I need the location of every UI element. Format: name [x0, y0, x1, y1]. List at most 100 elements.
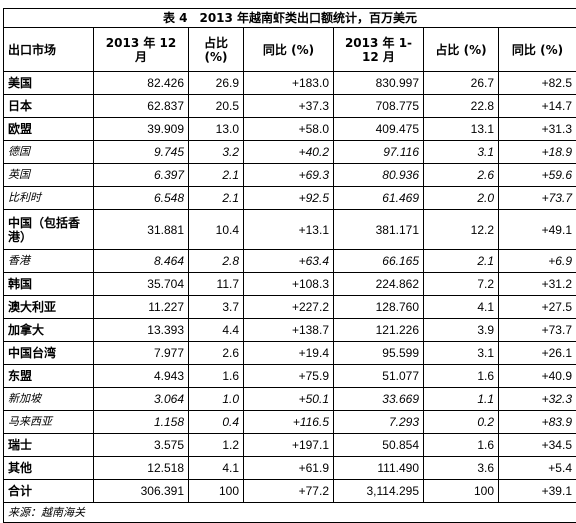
value-cell: 3.9	[424, 319, 499, 342]
market-cell: 英国	[4, 164, 94, 187]
value-cell: 0.2	[424, 411, 499, 434]
value-cell: 3.064	[94, 388, 189, 411]
value-cell: +63.4	[244, 250, 334, 273]
value-cell: +69.3	[244, 164, 334, 187]
value-cell: 4.943	[94, 365, 189, 388]
value-cell: 26.7	[424, 72, 499, 95]
value-cell: 100	[189, 480, 244, 503]
value-cell: 20.5	[189, 95, 244, 118]
value-cell: 2.6	[189, 342, 244, 365]
value-cell: 708.775	[334, 95, 424, 118]
header-cell: 2013 年 12 月	[94, 28, 189, 72]
value-cell: +83.9	[499, 411, 576, 434]
value-cell: 7.2	[424, 273, 499, 296]
market-cell: 其他	[4, 457, 94, 480]
value-cell: +82.5	[499, 72, 576, 95]
value-cell: +31.2	[499, 273, 576, 296]
value-cell: 26.9	[189, 72, 244, 95]
value-cell: 1.6	[424, 365, 499, 388]
value-cell: 2.0	[424, 187, 499, 210]
value-cell: 2.8	[189, 250, 244, 273]
value-cell: 4.4	[189, 319, 244, 342]
value-cell: +75.9	[244, 365, 334, 388]
value-cell: +19.4	[244, 342, 334, 365]
value-cell: 224.862	[334, 273, 424, 296]
market-cell: 中国台湾	[4, 342, 94, 365]
header-cell: 同比 (%)	[499, 28, 576, 72]
value-cell: 1.158	[94, 411, 189, 434]
value-cell: +59.6	[499, 164, 576, 187]
value-cell: 7.977	[94, 342, 189, 365]
header-cell: 出口市场	[4, 28, 94, 72]
value-cell: 1.1	[424, 388, 499, 411]
value-cell: +18.9	[499, 141, 576, 164]
value-cell: 4.1	[424, 296, 499, 319]
value-cell: 66.165	[334, 250, 424, 273]
value-cell: +61.9	[244, 457, 334, 480]
value-cell: 62.837	[94, 95, 189, 118]
header-cell: 占比 (%)	[424, 28, 499, 72]
value-cell: 80.936	[334, 164, 424, 187]
value-cell: +26.1	[499, 342, 576, 365]
value-cell: +50.1	[244, 388, 334, 411]
value-cell: +40.9	[499, 365, 576, 388]
value-cell: +6.9	[499, 250, 576, 273]
value-cell: 6.548	[94, 187, 189, 210]
value-cell: +39.1	[499, 480, 576, 503]
value-cell: 3.1	[424, 141, 499, 164]
header-cell: 2013 年 1-12 月	[334, 28, 424, 72]
market-cell: 比利时	[4, 187, 94, 210]
market-cell: 瑞士	[4, 434, 94, 457]
value-cell: +183.0	[244, 72, 334, 95]
value-cell: 12.2	[424, 210, 499, 250]
value-cell: 100	[424, 480, 499, 503]
value-cell: 13.393	[94, 319, 189, 342]
value-cell: 7.293	[334, 411, 424, 434]
table-title: 表 4 2013 年越南虾类出口额统计，百万美元	[3, 8, 576, 27]
value-cell: +77.2	[244, 480, 334, 503]
value-cell: 306.391	[94, 480, 189, 503]
value-cell: +73.7	[499, 187, 576, 210]
value-cell: 3.6	[424, 457, 499, 480]
value-cell: 2.1	[424, 250, 499, 273]
value-cell: 51.077	[334, 365, 424, 388]
value-cell: 111.490	[334, 457, 424, 480]
value-cell: 82.426	[94, 72, 189, 95]
value-cell: +14.7	[499, 95, 576, 118]
header-cell: 同比 (%)	[244, 28, 334, 72]
market-cell: 中国（包括香港）	[4, 210, 94, 250]
value-cell: 13.0	[189, 118, 244, 141]
value-cell: 11.7	[189, 273, 244, 296]
value-cell: +27.5	[499, 296, 576, 319]
value-cell: +227.2	[244, 296, 334, 319]
value-cell: +138.7	[244, 319, 334, 342]
value-cell: +108.3	[244, 273, 334, 296]
value-cell: 3.575	[94, 434, 189, 457]
value-cell: 1.2	[189, 434, 244, 457]
value-cell: 1.6	[189, 365, 244, 388]
value-cell: +197.1	[244, 434, 334, 457]
value-cell: 121.226	[334, 319, 424, 342]
value-cell: 50.854	[334, 434, 424, 457]
market-cell: 香港	[4, 250, 94, 273]
value-cell: +92.5	[244, 187, 334, 210]
value-cell: +40.2	[244, 141, 334, 164]
value-cell: 61.469	[334, 187, 424, 210]
market-cell: 马来西亚	[4, 411, 94, 434]
market-cell: 德国	[4, 141, 94, 164]
value-cell: 35.704	[94, 273, 189, 296]
value-cell: 11.227	[94, 296, 189, 319]
